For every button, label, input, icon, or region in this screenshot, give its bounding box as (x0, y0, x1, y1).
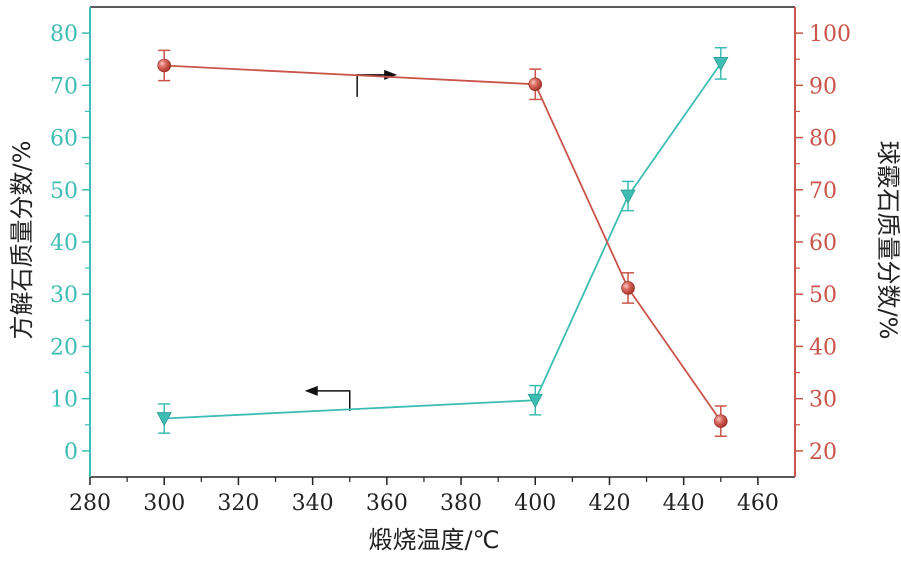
right-axis-title: 球霰石质量分数/% (874, 141, 901, 340)
axis-layer: 280 300 320 340 360 380 400 420 440 460 0 10 20 30 40 5… (50, 6, 851, 516)
data-point-sphere (713, 414, 728, 428)
x-tick-label: 300 (143, 491, 185, 516)
series-right (157, 49, 728, 438)
left-y-tick-label: 60 (50, 127, 78, 152)
right-y-tick-label: 30 (809, 388, 837, 413)
data-point-triangle (713, 57, 729, 72)
x-tick-label: 420 (588, 491, 630, 516)
series-line-right (164, 64, 722, 422)
data-point-triangle (156, 412, 172, 427)
left-y-tick-label: 50 (50, 179, 78, 204)
series-layer (156, 46, 729, 438)
x-tick-label: 340 (292, 491, 334, 516)
x-tick-label: 380 (440, 491, 482, 516)
series-left (156, 46, 729, 434)
right-y-tick-label: 50 (809, 283, 837, 308)
annotation-layer (304, 69, 398, 411)
data-point-triangle (620, 189, 636, 204)
x-tick-label: 280 (69, 491, 111, 516)
x-tick-label: 440 (663, 491, 705, 516)
x-tick-label: 320 (217, 491, 259, 516)
x-tick-label: 360 (366, 491, 408, 516)
arrow-right-annotation (356, 74, 388, 97)
left-y-tick-label: 10 (50, 388, 78, 413)
left-y-tick-label: 80 (50, 22, 78, 47)
x-tick-label: 460 (737, 491, 779, 516)
data-point-sphere (157, 58, 172, 73)
right-y-tick-label: 20 (809, 440, 837, 465)
left-axis-title: 方解石质量分数/% (8, 141, 36, 340)
arrow-right-head (384, 69, 398, 80)
left-y-tick-label: 40 (50, 231, 78, 256)
data-point-sphere (528, 77, 543, 92)
right-y-tick-label: 40 (809, 335, 837, 360)
right-y-tick-label: 90 (809, 74, 837, 99)
x-tick-label: 400 (514, 491, 556, 516)
left-y-tick-label: 30 (50, 283, 78, 308)
right-y-tick-label: 100 (809, 22, 851, 47)
data-point-triangle (527, 393, 543, 409)
left-y-tick-label: 0 (64, 440, 78, 465)
right-y-tick-label: 60 (809, 231, 837, 256)
data-point-sphere (621, 281, 635, 295)
arrow-left-head (304, 385, 318, 396)
right-y-tick-label: 80 (809, 127, 837, 152)
left-y-tick-label: 70 (50, 74, 78, 99)
left-y-tick-label: 20 (50, 335, 78, 360)
right-y-tick-label: 70 (809, 179, 837, 204)
series-line-left (164, 62, 722, 420)
arrow-left-annotation (314, 390, 351, 411)
x-axis-title: 煅烧温度/℃ (368, 526, 499, 554)
